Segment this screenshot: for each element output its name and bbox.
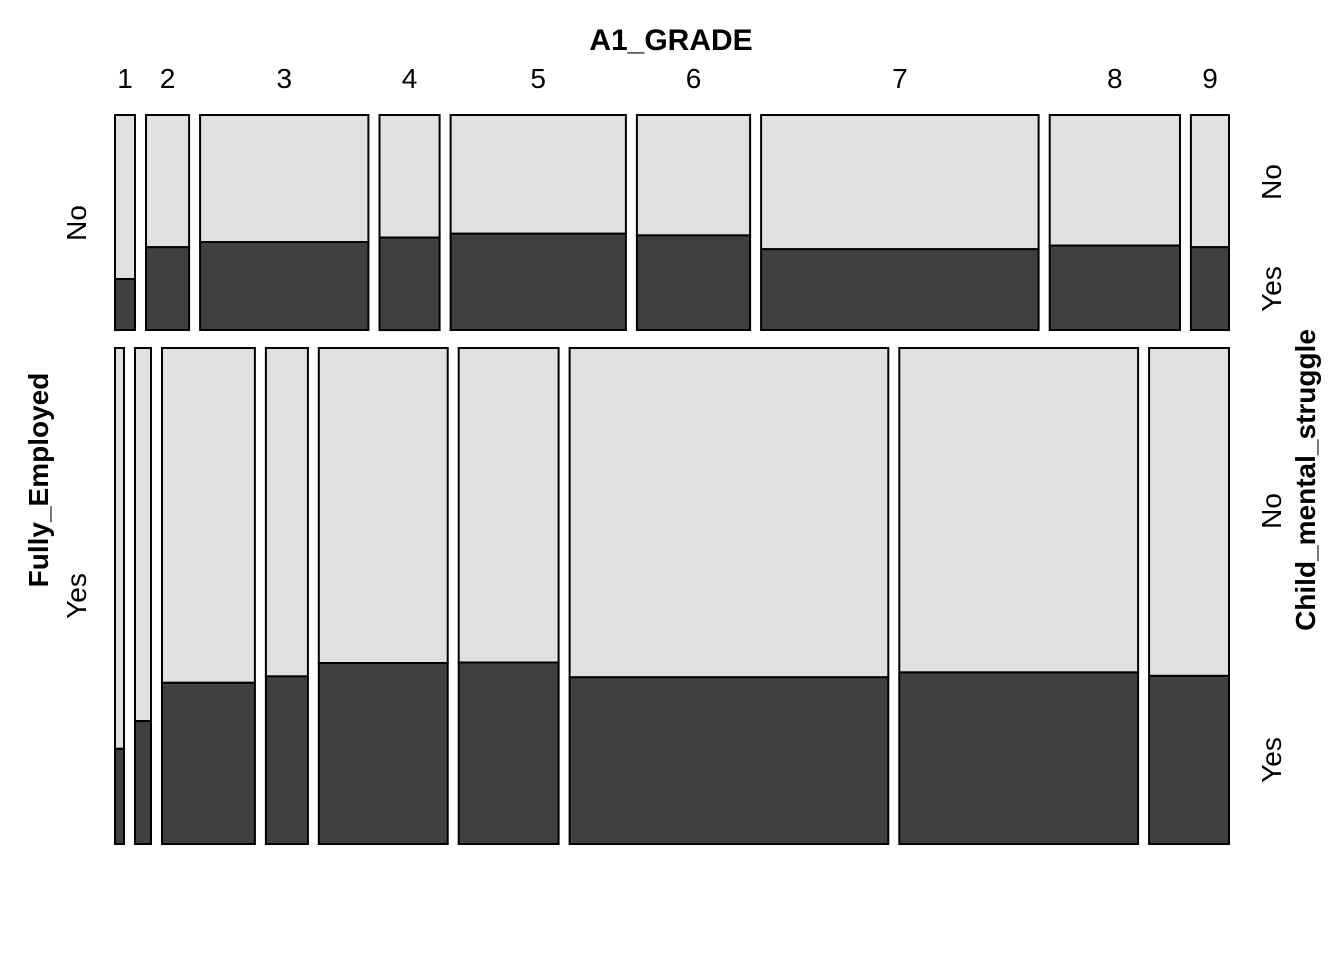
mosaic-cell-no (898, 347, 1140, 674)
x-tick-label: 7 (892, 63, 908, 94)
mosaic-cell-yes (635, 234, 752, 331)
mosaic-cell-no (1189, 114, 1231, 249)
fill-variable-title: Child_mental_struggle (1290, 329, 1321, 631)
mosaic-cell-yes (114, 747, 125, 845)
mosaic-cell-yes (199, 241, 370, 332)
mosaic-cell-no (317, 347, 449, 664)
mosaic-cell-yes (264, 675, 309, 846)
mosaic-cell-no (1048, 114, 1181, 247)
mosaic-cell-no (760, 114, 1040, 251)
mosaic-cell-yes (145, 246, 191, 331)
mosaic-cell-no (114, 347, 125, 750)
mosaic-cell-no (1148, 347, 1230, 677)
x-tick-label: 5 (530, 63, 546, 94)
mosaic-cell-no (568, 347, 890, 679)
mosaic-cell-yes (1189, 246, 1231, 331)
mosaic-cell-no (378, 114, 441, 239)
mosaic-cell-no (457, 347, 560, 664)
mosaic-cell-yes (760, 248, 1040, 331)
mosaic-cell-yes (457, 661, 560, 845)
x-tick-label: 1 (117, 63, 133, 94)
row-label-yes: Yes (61, 573, 92, 619)
mosaic-cell-yes (449, 232, 627, 331)
x-tick-label: 4 (402, 63, 418, 94)
x-tick-label: 3 (277, 63, 293, 94)
mosaic-cell-yes (568, 676, 890, 845)
fill-label-yes-bottom: Yes (1256, 737, 1287, 783)
mosaic-cell-no (635, 114, 752, 237)
fill-label-yes-top: Yes (1256, 266, 1287, 312)
mosaic-cell-yes (134, 720, 152, 845)
mosaic-cell-yes (898, 671, 1140, 846)
mosaic-cell-no (161, 347, 256, 684)
mosaic-cells (114, 114, 1231, 846)
mosaic-cell-no (134, 347, 152, 722)
mosaic-cell-yes (161, 681, 256, 845)
mosaic-cell-no (145, 114, 191, 249)
row-variable-title: Fully_Employed (23, 373, 54, 588)
row-label-no: No (61, 205, 92, 241)
chart-title: A1_GRADE (589, 24, 752, 57)
mosaic-cell-yes (1148, 674, 1230, 846)
x-tick-label: 9 (1202, 63, 1218, 94)
mosaic-cell-yes (378, 236, 441, 332)
mosaic-cell-yes (114, 278, 136, 331)
x-tick-label: 2 (160, 63, 176, 94)
mosaic-cell-no (114, 114, 136, 280)
mosaic-cell-no (449, 114, 627, 235)
mosaic-cell-yes (1048, 244, 1181, 331)
mosaic-cell-no (264, 347, 309, 678)
fill-label-no-bottom: No (1256, 493, 1287, 529)
mosaic-cell-no (199, 114, 370, 244)
x-tick-label: 8 (1107, 63, 1123, 94)
fill-label-no-top: No (1256, 164, 1287, 200)
mosaic-cell-yes (317, 662, 449, 845)
x-tick-label: 6 (686, 63, 702, 94)
